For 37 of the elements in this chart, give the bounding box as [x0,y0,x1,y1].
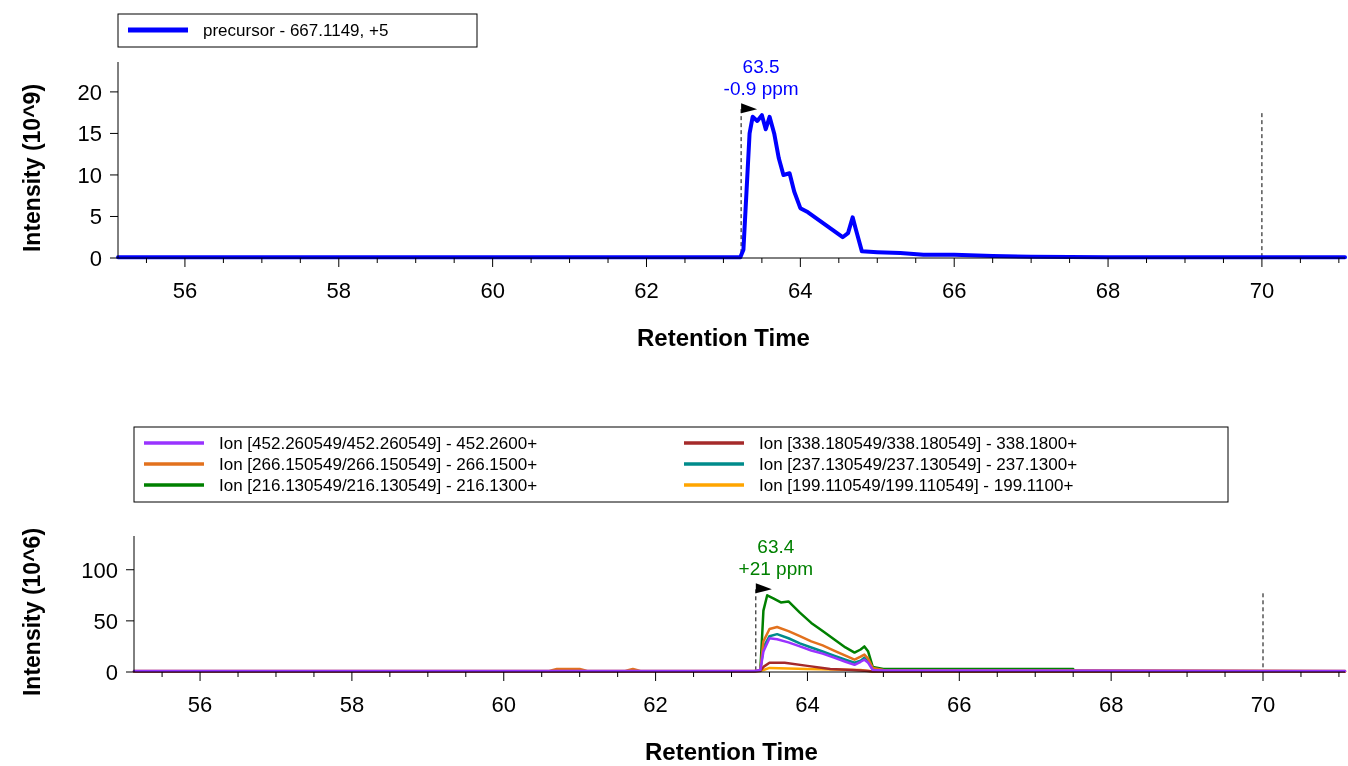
annotation: 63.5 -0.9 ppm [723,56,799,100]
x-tick-label: 60 [491,692,516,717]
x-tick-label: 58 [326,278,352,303]
annotation: 63.4 +21 ppm [738,536,814,580]
x-tick-label: 62 [634,278,659,303]
y-tick-label: 15 [77,121,102,147]
y-axis-title: Intensity (10^6) [19,527,45,697]
legend-label: precursor - 667.1149, +5 [203,21,389,40]
y-axis-title: Intensity (10^9) [19,83,45,253]
legend-label: Ion [266.150549/266.150549] - 266.1500+ [219,455,538,474]
x-axis-title: Retention Time [637,324,810,351]
x-tick-label: 56 [172,278,198,303]
x-tick-label: 70 [1250,692,1276,717]
x-tick-label: 58 [339,692,365,717]
y-tick-label: 0 [105,660,118,685]
x-tick-label: 64 [795,692,820,717]
x-tick-label: 60 [480,278,505,303]
legend-label: Ion [338.180549/338.180549] - 338.1800+ [759,434,1078,453]
y-tick-label: 20 [77,79,102,105]
x-tick-label: 64 [788,278,813,303]
y-tick-label: 0 [89,246,102,271]
legend-label: Ion [452.260549/452.260549] - 452.2600+ [219,434,538,453]
x-tick-label: 66 [947,692,972,717]
x-tick-label: 70 [1249,278,1275,303]
x-tick-label: 68 [1095,278,1121,303]
y-tick-label: 10 [77,162,102,188]
x-axis-title: Retention Time [645,738,818,765]
y-tick-label: 5 [89,204,102,230]
x-tick-label: 56 [187,692,213,717]
legend-label: Ion [237.130549/237.130549] - 237.1300+ [759,455,1078,474]
legend-label: Ion [199.110549/199.110549] - 199.1100+ [759,476,1074,495]
y-tick-label: 100 [81,557,118,583]
x-tick-label: 66 [941,278,967,303]
x-tick-label: 68 [1098,692,1124,717]
legend-label: Ion [216.130549/216.130549] - 216.1300+ [219,476,538,495]
x-tick-label: 62 [643,692,668,717]
y-tick-label: 50 [93,608,118,634]
